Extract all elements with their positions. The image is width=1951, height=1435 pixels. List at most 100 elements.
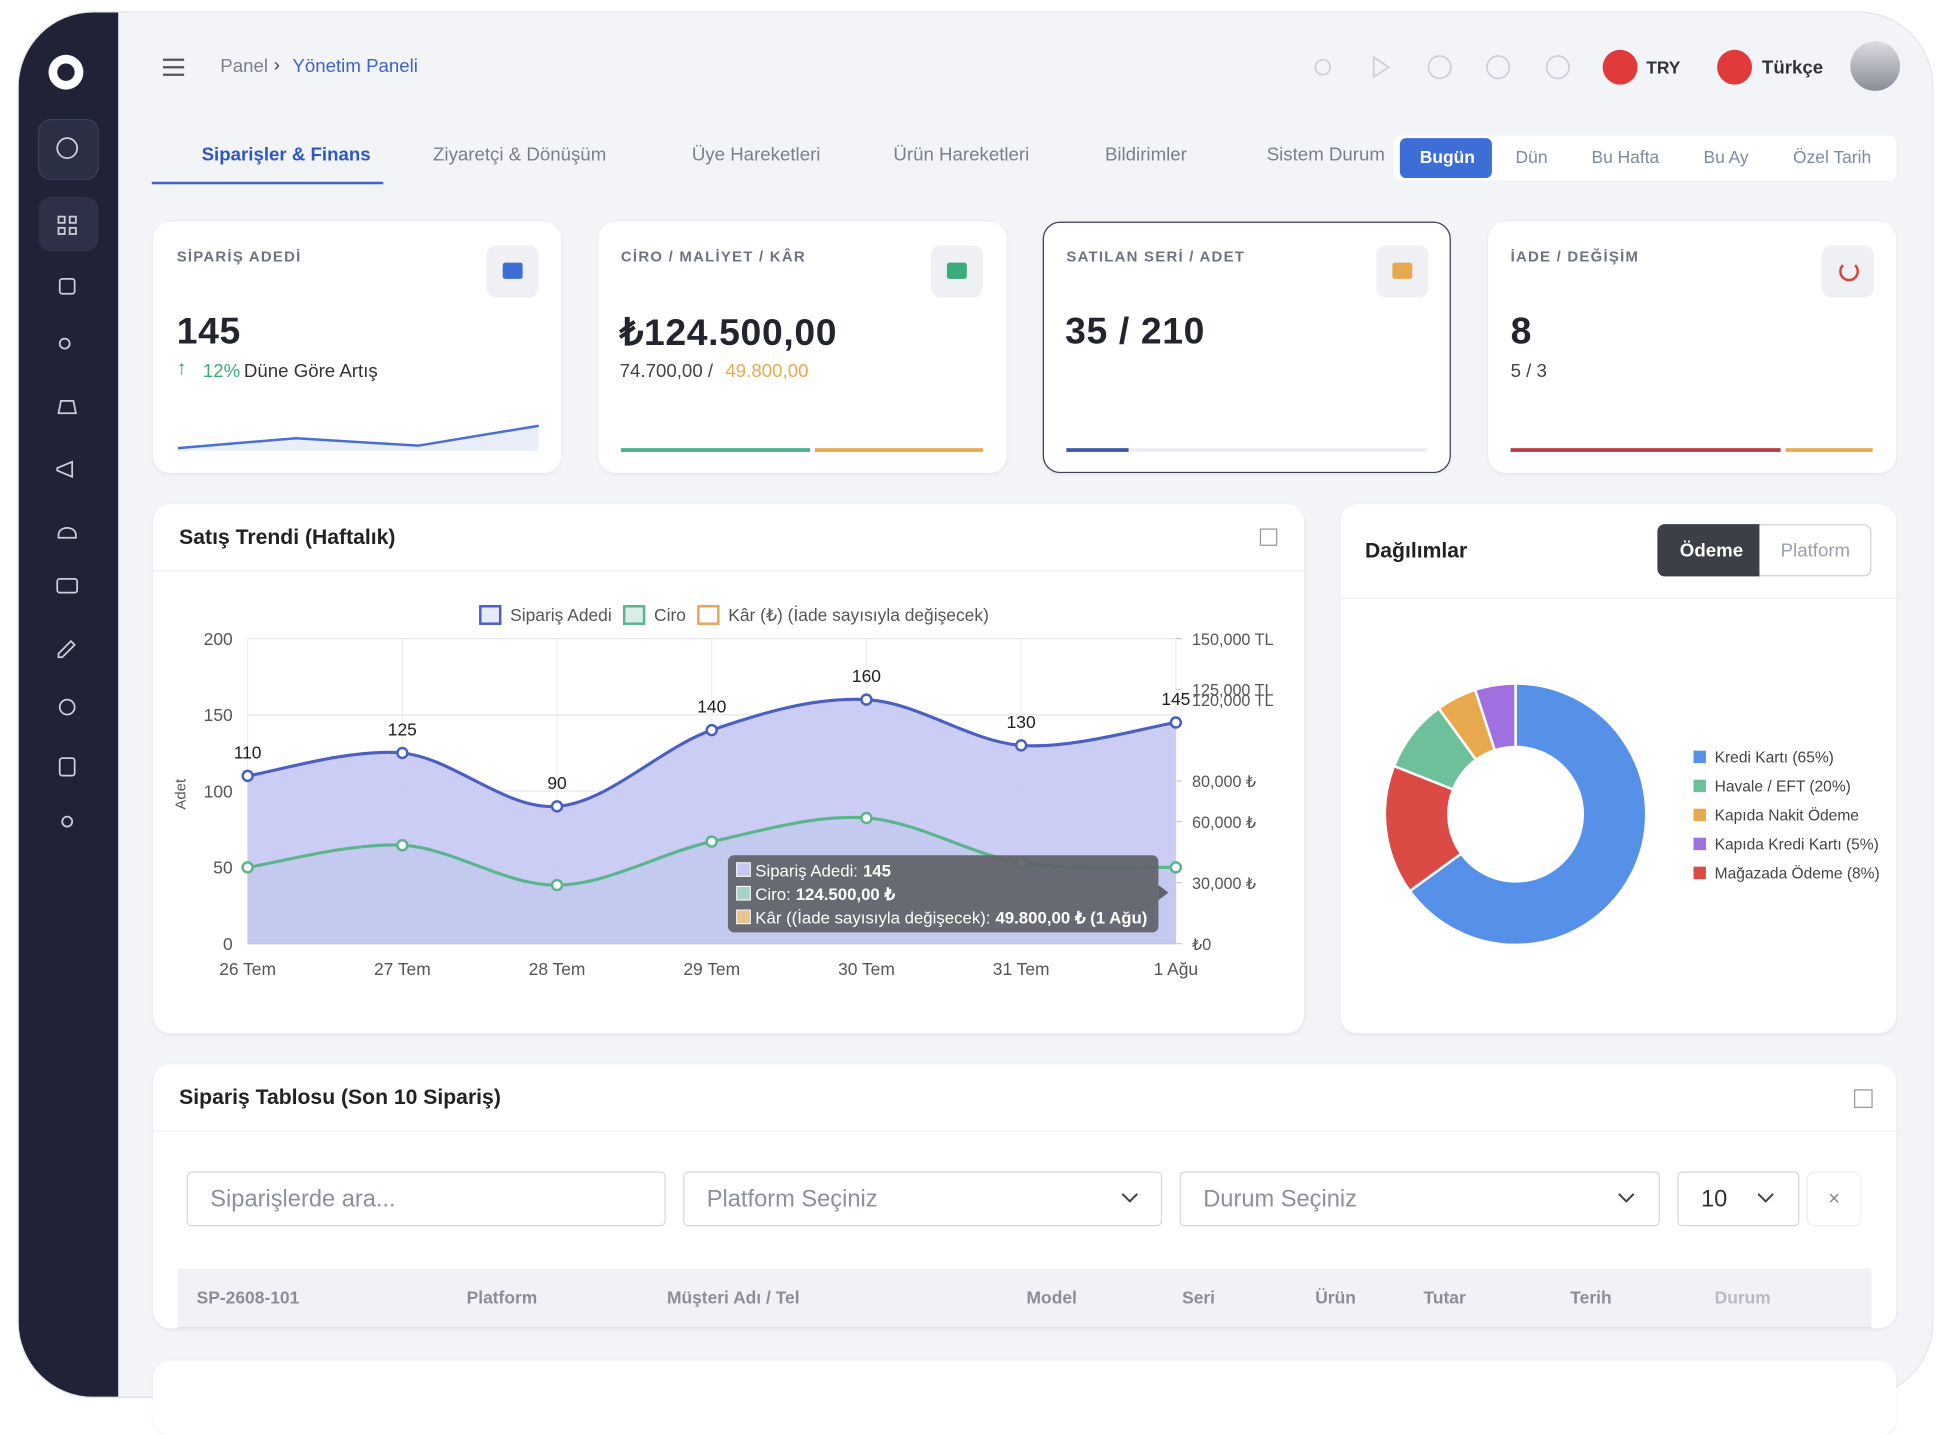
search-button[interactable] <box>37 118 99 180</box>
breadcrumb-current: Yönetim Paneli <box>292 56 418 78</box>
status-select[interactable]: Durum Seçiniz <box>1179 1171 1660 1227</box>
nav-payments[interactable] <box>56 578 79 594</box>
data-label: 140 <box>697 697 726 717</box>
data-point <box>550 878 564 892</box>
date-filter[interactable]: Özel Tarih <box>1793 146 1872 167</box>
tooltip-label: Kâr ((İade sayısıyla değişecek): <box>755 909 990 928</box>
legend-swatch <box>1693 750 1706 764</box>
language-selector[interactable]: Türkçe <box>1761 57 1824 79</box>
toggle[interactable]: Ödeme <box>1679 540 1744 562</box>
toggle[interactable]: Platform <box>1780 540 1851 562</box>
date-filter[interactable]: Bu Hafta <box>1591 146 1660 167</box>
nav-campaigns[interactable] <box>56 460 74 479</box>
avatar[interactable] <box>1850 41 1901 91</box>
date-filter[interactable]: Bu Ay <box>1703 146 1749 167</box>
tab[interactable]: Siparişler & Finans <box>201 144 371 166</box>
chat-button[interactable] <box>1486 55 1511 80</box>
card-label: SATILAN SERİ / ADET <box>1066 247 1246 266</box>
menu-button[interactable] <box>159 55 189 80</box>
divider <box>1340 597 1897 599</box>
legend-swatch <box>697 605 720 625</box>
x-tick-label: 26 Tem <box>219 959 276 979</box>
data-point <box>705 835 718 848</box>
y2-tick-label: 30,000 ₺ <box>1192 875 1256 893</box>
data-point <box>396 838 409 852</box>
page-size-select[interactable]: 10 <box>1677 1171 1800 1227</box>
x-tick-label: 27 Tem <box>374 959 431 979</box>
nav-dashboard[interactable] <box>38 196 99 252</box>
icon <box>68 226 77 235</box>
data-point <box>860 811 873 825</box>
theme-button[interactable] <box>1314 58 1332 76</box>
y-axis-label: Adet <box>172 778 189 810</box>
data-point <box>550 800 564 813</box>
nav-orders[interactable] <box>58 277 76 295</box>
x-tick-label: 28 Tem <box>529 959 586 979</box>
expand-button[interactable] <box>1259 528 1278 546</box>
tooltip-value: 124.500,00 ₺ <box>796 885 896 904</box>
tab[interactable]: Bildirimler <box>1104 144 1187 166</box>
card-label: CİRO / MALİYET / KÂR <box>620 247 806 266</box>
breadcrumb-separator: › <box>273 54 280 76</box>
legend-swatch <box>1693 866 1706 880</box>
legend-label: Kâr (₺) (İade sayısıyla değişecek) <box>728 605 989 625</box>
legend-swatch <box>1693 779 1706 793</box>
data-point <box>1169 716 1183 729</box>
progress-track <box>1066 448 1428 452</box>
tooltip-value: 49.800,00 ₺ (1 Ağu) <box>995 909 1147 928</box>
logo-inner <box>57 63 75 81</box>
history-button[interactable] <box>1545 55 1570 80</box>
y-tick-label: 100 <box>204 781 233 801</box>
date-filter[interactable]: Dün <box>1515 146 1548 167</box>
clear-button[interactable]: × <box>1806 1171 1862 1227</box>
tooltip-swatch <box>736 862 751 877</box>
date-filter[interactable]: Bugün <box>1419 146 1475 167</box>
tab[interactable]: Üye Hareketleri <box>691 144 821 166</box>
card-change: 12% <box>202 361 241 383</box>
data-label: 110 <box>234 742 262 762</box>
column-header: Platform <box>466 1287 538 1308</box>
y-tick-label: 0 <box>223 934 233 954</box>
tooltip-label: Ciro: <box>755 885 790 904</box>
nav-edit[interactable] <box>57 639 76 659</box>
card-label: SİPARİŞ ADEDİ <box>176 247 302 266</box>
tab[interactable]: Sistem Durum <box>1266 144 1385 166</box>
tooltip-label: Sipariş Adedi: <box>755 861 858 880</box>
expand-button[interactable] <box>1854 1089 1873 1108</box>
column-header: Durum <box>1714 1287 1771 1308</box>
tooltip <box>727 855 1159 933</box>
x-tick-label: 29 Tem <box>683 959 740 979</box>
currency-flag <box>1602 49 1638 85</box>
column-header: Terih <box>1570 1287 1612 1308</box>
y2-tick-label: ₺0 <box>1192 936 1211 954</box>
divider <box>153 1130 1897 1132</box>
info-button[interactable] <box>1427 55 1452 80</box>
card-sub: 74.700,00 / <box>619 361 714 383</box>
tab[interactable]: Ziyaretçi & Dönüşüm <box>433 144 607 166</box>
card-sub: 5 / 3 <box>1510 361 1547 383</box>
y-tick-label: 200 <box>204 629 233 649</box>
search-input[interactable]: Siparişlerde ara... <box>186 1171 666 1227</box>
legend-swatch <box>1693 808 1706 822</box>
header-icons <box>1314 55 1570 80</box>
progress <box>1066 448 1129 452</box>
data-point <box>705 723 718 737</box>
card-label: İADE / DEĞİŞİM <box>1510 247 1640 266</box>
currency-selector[interactable]: TRY <box>1646 57 1681 78</box>
column-header: Müşteri Adı / Tel <box>666 1287 800 1308</box>
nav-notifications[interactable] <box>57 526 77 539</box>
platform-select[interactable]: Platform Seçiniz <box>683 1171 1163 1227</box>
x-tick-label: 31 Tem <box>993 959 1050 979</box>
nav-users[interactable] <box>58 337 71 350</box>
nav-profile[interactable] <box>61 815 74 828</box>
legend-swatch <box>622 605 646 625</box>
nav-database[interactable] <box>58 757 76 777</box>
data-point <box>860 693 873 706</box>
nav-settings[interactable] <box>58 698 76 716</box>
breadcrumb-root[interactable]: Panel <box>220 56 268 78</box>
nav-products[interactable] <box>57 399 77 415</box>
data-point <box>1014 739 1028 752</box>
play-button[interactable] <box>1372 55 1391 79</box>
tab[interactable]: Ürün Hareketleri <box>893 144 1030 166</box>
